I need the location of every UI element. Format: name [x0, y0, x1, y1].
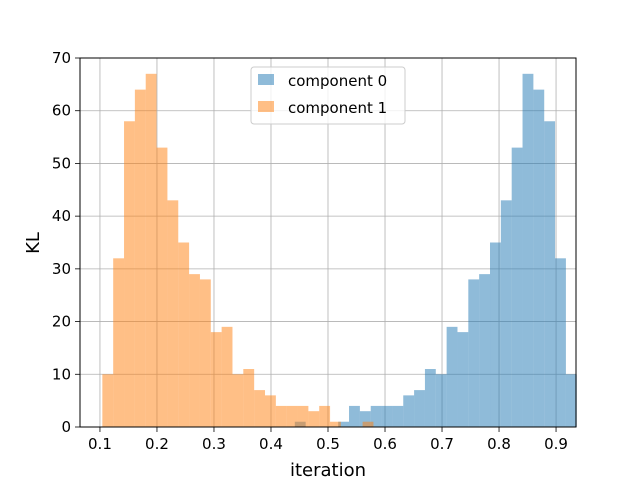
histogram-bar-component-0	[392, 405, 404, 427]
y-tick-label: 40	[52, 207, 71, 225]
histogram-bar-component-1	[113, 258, 125, 427]
y-tick-label: 0	[61, 418, 71, 436]
histogram-bar-component-1	[254, 390, 266, 427]
histogram-bar-component-0	[490, 242, 501, 427]
histogram-bar-component-0	[370, 405, 382, 427]
x-axis-label: iteration	[290, 460, 366, 480]
legend-swatch-component-0	[258, 74, 274, 85]
y-tick-label: 50	[52, 154, 71, 172]
histogram-bar-component-1	[221, 326, 233, 427]
legend: component 0 component 1	[250, 66, 406, 125]
x-tick-label: 0.4	[259, 435, 283, 453]
x-tick-label: 0.8	[487, 435, 511, 453]
histogram-bar-component-0	[457, 332, 469, 427]
histogram-bar-component-0	[565, 374, 577, 427]
histogram-bar-component-0	[381, 405, 393, 427]
legend-box	[250, 66, 406, 125]
y-axis-label: KL	[23, 232, 44, 254]
y-tick-label: 30	[52, 260, 71, 278]
y-tick-label: 10	[52, 365, 71, 383]
histogram-bar-component-1	[308, 411, 320, 427]
histogram-bar-component-1	[286, 405, 298, 427]
y-tick-label: 60	[52, 102, 71, 120]
x-tick-label: 0.1	[88, 435, 112, 453]
x-tick-label: 0.3	[202, 435, 226, 453]
histogram-bar-component-0	[446, 326, 458, 427]
y-tick-label: 70	[52, 49, 71, 67]
histogram-bar-component-1	[102, 374, 114, 427]
histogram-bar-component-0	[349, 405, 360, 427]
histogram-bar-component-1	[330, 421, 341, 427]
histogram-bar-component-0	[500, 200, 512, 427]
legend-swatch-component-1	[258, 101, 274, 112]
y-axis-ticks: 0 10 20 30 40 50 60 70	[52, 49, 80, 436]
histogram-bar-component-1	[145, 73, 157, 428]
histogram-bar-component-1	[243, 369, 255, 427]
histogram-bar-component-1	[319, 405, 331, 427]
histogram-bar-component-0	[479, 274, 491, 427]
histogram-bar-component-0	[424, 369, 436, 427]
histogram-bar-component-1	[167, 200, 179, 427]
histogram-bar-component-0	[544, 121, 556, 427]
y-tick-label: 20	[52, 313, 71, 331]
histogram-bar-component-0	[533, 89, 545, 427]
histogram-bar-component-0	[555, 258, 566, 427]
x-tick-label: 0.2	[145, 435, 169, 453]
x-tick-label: 0.5	[316, 435, 340, 453]
histogram-bar-component-0	[359, 411, 371, 427]
histogram-bar-component-1	[199, 279, 211, 427]
histogram-bar-component-0	[414, 390, 425, 427]
histogram-bar-component-1	[134, 89, 146, 427]
histogram-bar-component-1	[275, 405, 287, 427]
histogram-bar-component-0	[468, 279, 480, 427]
histogram-bar-component-0	[403, 395, 415, 427]
histogram-bar-component-1	[232, 374, 244, 427]
x-tick-label: 0.9	[544, 435, 568, 453]
x-tick-label: 0.7	[430, 435, 454, 453]
histogram-bar-component-1	[156, 147, 168, 427]
histogram-bar-component-1	[297, 405, 309, 427]
histogram-bar-component-1	[124, 121, 135, 427]
histogram-bar-component-0	[522, 73, 534, 428]
histogram-bar-component-1	[189, 274, 200, 427]
histogram-bars	[102, 73, 577, 428]
histogram-bar-component-0	[511, 147, 523, 427]
histogram-bar-component-1	[210, 332, 222, 427]
histogram-bar-component-1	[178, 242, 190, 427]
histogram-bar-component-0	[338, 421, 350, 427]
histogram-bar-component-0	[435, 374, 447, 427]
x-tick-label: 0.6	[373, 435, 397, 453]
histogram-bar-component-1	[265, 395, 276, 427]
histogram-bar-component-1	[362, 421, 374, 427]
x-axis-ticks: 0.1 0.2 0.3 0.4 0.5 0.6 0.7 0.8 0.9	[88, 427, 568, 453]
legend-label-component-0: component 0	[288, 72, 387, 90]
legend-label-component-1: component 1	[288, 99, 387, 117]
